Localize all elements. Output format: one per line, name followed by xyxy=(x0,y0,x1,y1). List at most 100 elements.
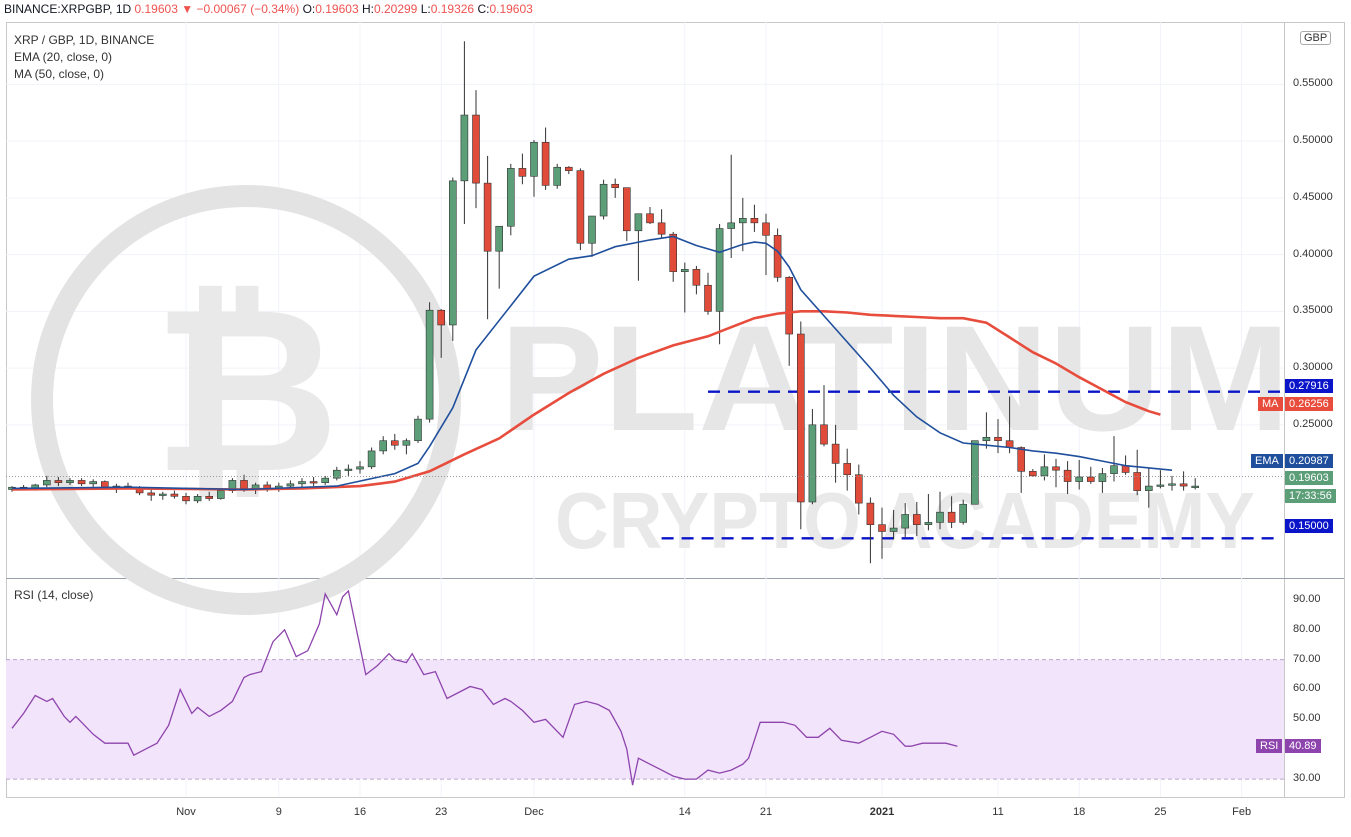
time-tick-label: 21 xyxy=(759,806,773,818)
candle-body xyxy=(495,225,504,252)
candle-body xyxy=(472,114,480,184)
time-tick-label: 9 xyxy=(275,806,282,818)
candle-body xyxy=(402,440,411,446)
rsi-tick-label: 60.00 xyxy=(1293,682,1321,695)
time-tick-label: Dec xyxy=(524,806,544,818)
time-tick-label: 11 xyxy=(992,806,1004,818)
resistance-tag: 0.27916 xyxy=(1285,379,1333,393)
candle-body xyxy=(448,180,457,326)
legend-title[interactable]: XRP / GBP, 1D, BINANCE xyxy=(14,33,155,47)
price-tick-label: 0.50000 xyxy=(1293,134,1333,147)
watermark-line1: PLATINUM xyxy=(500,294,1290,462)
candle-body xyxy=(425,309,434,420)
candle-body xyxy=(321,477,330,483)
candle-body xyxy=(518,168,527,177)
candle-body xyxy=(1168,483,1176,486)
rsi-line xyxy=(11,589,958,786)
price-tick-label: 0.30000 xyxy=(1293,361,1333,374)
candle-body xyxy=(390,440,399,446)
candle-body xyxy=(541,141,550,186)
candle-body xyxy=(379,440,388,452)
candle-body xyxy=(843,463,852,476)
price-tick-label: 0.55000 xyxy=(1293,77,1333,90)
candle-body xyxy=(217,490,225,499)
ma-name-tag: MA xyxy=(1258,397,1283,411)
close-value: 0.19603 xyxy=(489,2,533,16)
candle-body xyxy=(1017,447,1026,472)
symbol-name: BINANCE:XRPGBP, 1D xyxy=(4,2,132,16)
candle-body xyxy=(831,443,840,464)
time-tick-label: 25 xyxy=(1154,806,1167,818)
candle-body xyxy=(182,496,190,502)
rsi-tick-label: 90.00 xyxy=(1293,592,1321,605)
price-tick-label: 0.40000 xyxy=(1293,247,1333,260)
candle-body xyxy=(77,480,86,485)
candle-body xyxy=(727,222,736,229)
candle-body xyxy=(889,527,898,532)
candle-body xyxy=(1098,473,1107,482)
currency-badge[interactable]: GBP xyxy=(1300,31,1332,45)
candle-body xyxy=(564,166,573,171)
candle-body xyxy=(936,511,944,523)
candle-body xyxy=(356,466,364,470)
candle-body xyxy=(866,502,875,525)
time-tick-label: 2021 xyxy=(869,806,895,818)
candle-body xyxy=(66,480,74,483)
rsi-tick-label: 30.00 xyxy=(1293,772,1321,785)
candle-body xyxy=(553,166,562,186)
open-value: 0.19603 xyxy=(315,2,359,16)
candle-body xyxy=(762,222,770,236)
candle-body xyxy=(924,522,933,525)
candle-body xyxy=(970,440,979,505)
price-tick-label: 0.25000 xyxy=(1293,417,1333,430)
open-label: O: xyxy=(302,2,316,16)
time-tick-label: Nov xyxy=(176,806,196,818)
watermark: ₿ PLATINUM CRYPTO ACADEMY xyxy=(31,185,1290,615)
chart-border xyxy=(6,22,1345,798)
candle-body xyxy=(657,222,666,235)
rsi-band-fill xyxy=(6,659,1284,780)
time-tick-label: 23 xyxy=(435,806,448,818)
candle-body xyxy=(1179,483,1188,487)
candle-body xyxy=(947,511,956,523)
last-price-tag: 0.19603 xyxy=(1285,471,1333,485)
candle-body xyxy=(994,436,1002,442)
candle-body xyxy=(1075,476,1083,482)
countdown-tag: 17:33:56 xyxy=(1285,489,1336,503)
candle-body xyxy=(982,436,991,442)
legend-rsi[interactable]: RSI (14, close) xyxy=(14,588,94,602)
candle-body xyxy=(588,215,596,244)
candle-body xyxy=(1191,485,1199,488)
candle-body xyxy=(54,480,63,483)
candle-body xyxy=(576,170,585,244)
rsi-name-tag: RSI xyxy=(1256,739,1283,753)
candle-body xyxy=(878,524,886,532)
candle-body xyxy=(1110,465,1118,474)
candle-body xyxy=(820,424,828,445)
ma-value-tag: 0.26256 xyxy=(1285,397,1333,411)
horizontal-levels xyxy=(661,390,1280,540)
candle-body xyxy=(298,481,306,485)
low-label: L: xyxy=(420,2,431,16)
header-change: −0.00067 (−0.34%) xyxy=(196,2,300,16)
rsi-tick-label: 50.00 xyxy=(1293,712,1321,725)
candle-body xyxy=(738,218,747,224)
rsi-tick-label: 70.00 xyxy=(1293,652,1321,665)
price-tick-label: 0.45000 xyxy=(1293,190,1333,203)
candle-body xyxy=(42,480,51,486)
candle-body xyxy=(437,309,446,326)
candle-body xyxy=(89,481,97,485)
candle-body xyxy=(1087,476,1095,482)
legend-ema[interactable]: EMA (20, close, 0) xyxy=(14,50,113,64)
candle-body xyxy=(1156,484,1165,487)
low-value: 0.19326 xyxy=(430,2,475,16)
time-tick-label: Feb xyxy=(1232,806,1252,818)
legend-ma[interactable]: MA (50, close, 0) xyxy=(14,67,105,81)
header-price: 0.19603 xyxy=(134,2,178,16)
candle-body xyxy=(959,503,968,523)
candle-body xyxy=(715,228,724,312)
candle-body xyxy=(704,284,712,312)
candle-body xyxy=(1133,472,1141,491)
candles xyxy=(8,41,1199,564)
